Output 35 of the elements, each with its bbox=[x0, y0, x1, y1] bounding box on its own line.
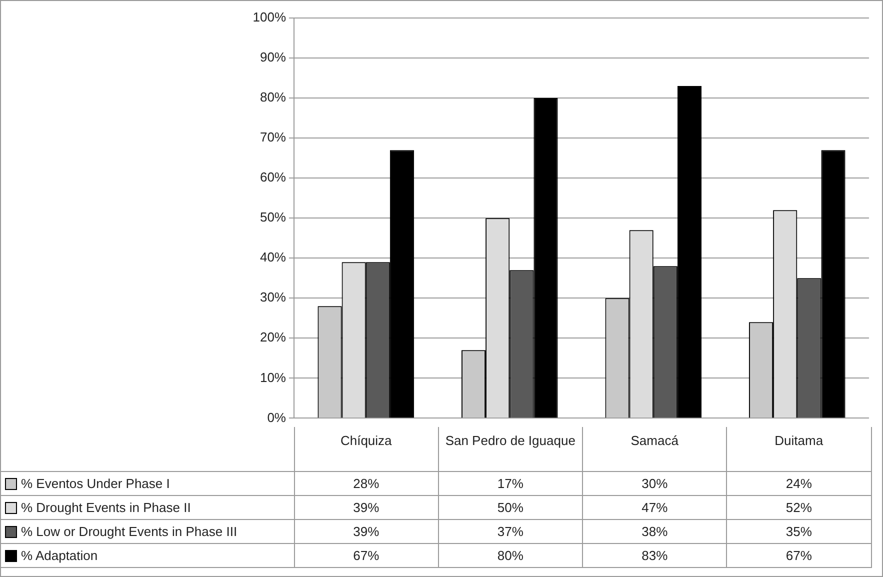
x-tick-label: San Pedro de Iguaque bbox=[438, 427, 582, 471]
x-tick-label: Duitama bbox=[726, 427, 871, 471]
legend-label: % Low or Drought Events in Phase III bbox=[21, 524, 238, 538]
y-tick-label: 0% bbox=[267, 410, 286, 425]
data-label: 67% bbox=[294, 543, 438, 567]
x-tick-label: Chíquiza bbox=[294, 427, 438, 471]
data-label: 80% bbox=[438, 543, 582, 567]
y-tick-label: 50% bbox=[260, 210, 286, 225]
x-tick-label: Samacá bbox=[582, 427, 727, 471]
legend-label: % Adaptation bbox=[21, 548, 98, 562]
y-tick-label: 80% bbox=[260, 90, 286, 105]
data-label: 83% bbox=[582, 543, 727, 567]
data-label: 24% bbox=[726, 471, 871, 495]
y-tick-label: 10% bbox=[260, 370, 286, 385]
data-label: 17% bbox=[438, 471, 582, 495]
y-tick-label: 40% bbox=[260, 250, 286, 265]
y-tick-label: 20% bbox=[260, 330, 286, 345]
legend-label: % Eventos Under Phase I bbox=[21, 476, 170, 490]
data-label: 39% bbox=[294, 519, 438, 543]
data-label: 47% bbox=[582, 495, 727, 519]
data-label: 37% bbox=[438, 519, 582, 543]
legend-label: % Drought Events in Phase II bbox=[21, 500, 191, 514]
y-tick-label: 70% bbox=[260, 130, 286, 145]
data-label: 30% bbox=[582, 471, 727, 495]
y-tick-label: 90% bbox=[260, 50, 286, 65]
y-tick-label: 30% bbox=[260, 290, 286, 305]
y-tick-label: 60% bbox=[260, 170, 286, 185]
data-label: 50% bbox=[438, 495, 582, 519]
data-label: 35% bbox=[726, 519, 871, 543]
data-label: 28% bbox=[294, 471, 438, 495]
data-label: 39% bbox=[294, 495, 438, 519]
y-tick-label: 100% bbox=[252, 10, 286, 25]
data-label: 52% bbox=[726, 495, 871, 519]
data-label: 67% bbox=[726, 543, 871, 567]
data-label: 38% bbox=[582, 519, 727, 543]
